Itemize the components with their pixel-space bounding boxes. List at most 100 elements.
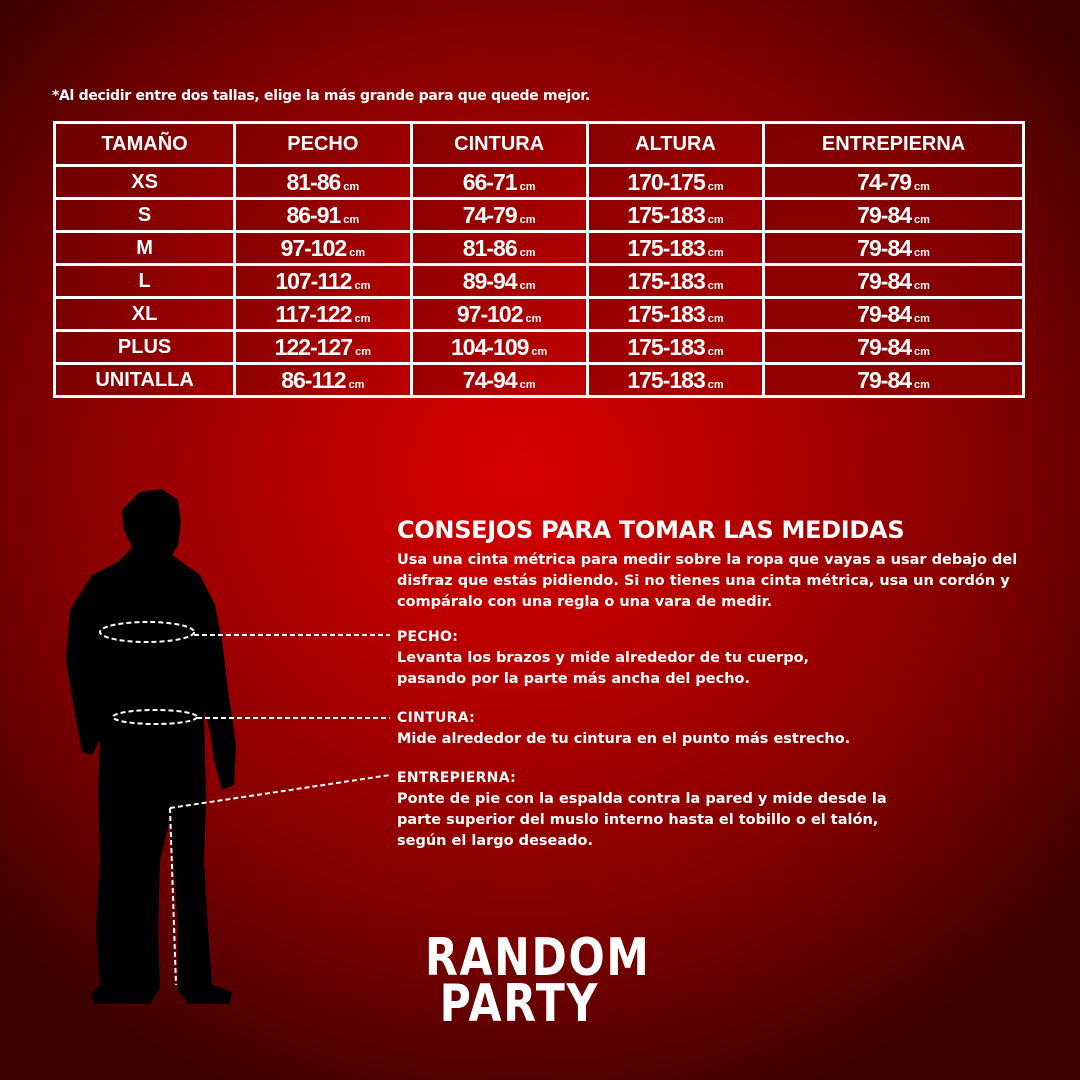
measure-cell: 89-94 cm <box>409 263 589 299</box>
measure-cell: 79-84 cm <box>762 230 1025 266</box>
unit-label: cm <box>354 312 371 325</box>
size-cell: PLUS <box>52 329 237 365</box>
cell-value: 175-183 <box>627 267 705 294</box>
cell-value: S <box>137 203 152 226</box>
cell-value: 74-79 <box>462 201 518 228</box>
measure-cell: 175-183 cm <box>585 329 766 365</box>
size-advice-note: *Al decidir entre dos tallas, elige la m… <box>52 88 590 104</box>
random-party-logo: RANDOM PARTY <box>425 932 649 1034</box>
table-row: XS 81-86 cm 66-71 cm 170-175 cm 74-79 cm <box>52 164 1025 200</box>
cell-value: M <box>136 236 153 259</box>
unit-label: cm <box>519 378 536 391</box>
tips-title: CONSEJOS PARA TOMAR LAS MEDIDAS <box>397 516 905 544</box>
unit-label: cm <box>707 180 724 193</box>
logo-line-2: PARTY <box>439 974 600 1034</box>
cell-value: L <box>138 269 151 292</box>
size-cell: L <box>52 263 237 299</box>
measure-cell: 81-86 cm <box>409 230 589 266</box>
size-cell: XS <box>52 164 237 200</box>
tips-intro: Usa una cinta métrica para medir sobre l… <box>397 552 1018 610</box>
measure-cell: 79-84 cm <box>762 296 1025 332</box>
unit-label: cm <box>355 345 371 358</box>
cell-value: PLUS <box>117 335 172 358</box>
unit-label: cm <box>707 378 724 391</box>
table-row: L 107-112 cm 89-94 cm 175-183 cm 79-84 cm <box>52 263 1025 299</box>
unit-label: cm <box>914 279 930 292</box>
cell-value: 81-86 <box>286 168 341 195</box>
measure-cell: 104-109 cm <box>409 329 589 365</box>
measure-cell: 74-79 cm <box>762 164 1025 200</box>
measure-cell: 175-183 cm <box>585 296 766 332</box>
size-cell: XL <box>52 296 237 332</box>
chest-measure-icon <box>99 621 195 643</box>
measure-cell: 74-94 cm <box>409 362 589 398</box>
unit-label: cm <box>531 345 548 358</box>
cell-value: 104-109 <box>451 333 529 360</box>
unit-label: cm <box>707 345 724 358</box>
cell-value: XS <box>131 170 158 193</box>
cell-value: 79-84 <box>857 300 912 327</box>
header-size: TAMAÑO <box>52 121 237 167</box>
cell-value: 175-183 <box>627 300 705 327</box>
measure-cell: 175-183 cm <box>585 263 766 299</box>
header-height: ALTURA <box>585 121 766 167</box>
cell-value: 81-86 <box>462 234 518 261</box>
unit-label: cm <box>707 312 724 325</box>
inseam-measure-icon <box>169 807 177 986</box>
table-row: PLUS 122-127 cm 104-109 cm 175-183 cm 79-84 cm <box>52 329 1025 365</box>
cell-value: 74-79 <box>857 168 912 195</box>
measure-cell: 66-71 cm <box>409 164 589 200</box>
unit-label: cm <box>354 279 371 292</box>
cell-value: UNITALLA <box>95 368 194 391</box>
table-row: UNITALLA 86-112 cm 74-94 cm 175-183 cm 79-84 cm <box>52 362 1025 398</box>
tip-inseam: ENTREPIERNA: Ponte de pie con la espalda… <box>397 768 922 852</box>
measure-cell: 122-127 cm <box>233 329 413 365</box>
header-inseam: ENTREPIERNA <box>762 121 1025 167</box>
measure-cell: 86-112 cm <box>233 362 413 398</box>
tip-inseam-text: Ponte de pie con la espalda contra la pa… <box>397 791 887 849</box>
cell-value: 74-94 <box>462 366 518 393</box>
cell-value: XL <box>131 302 158 325</box>
table-row: XL 117-122 cm 97-102 cm 175-183 cm 79-84 cm <box>52 296 1025 332</box>
cell-value: 79-84 <box>857 201 912 228</box>
tip-inseam-label: ENTREPIERNA: <box>397 770 516 786</box>
cell-value: 79-84 <box>857 234 912 261</box>
cell-value: 107-112 <box>275 267 352 294</box>
table-row: S 86-91 cm 74-79 cm 175-183 cm 79-84 cm <box>52 197 1025 233</box>
cell-value: 175-183 <box>627 234 705 261</box>
measure-cell: 74-79 cm <box>409 197 589 233</box>
cell-value: 86-91 <box>286 201 341 228</box>
cell-value: 175-183 <box>627 201 705 228</box>
cell-value: 79-84 <box>857 366 912 393</box>
unit-label: cm <box>707 213 724 226</box>
unit-label: cm <box>914 378 930 391</box>
measuring-tips: CONSEJOS PARA TOMAR LAS MEDIDAS Usa una … <box>397 516 1037 613</box>
tip-waist-label: CINTURA: <box>397 710 475 726</box>
measure-cell: 97-102 cm <box>409 296 589 332</box>
silhouette <box>66 489 236 1004</box>
human-silhouette-figure <box>66 489 391 1004</box>
unit-label: cm <box>914 180 930 193</box>
cell-value: 122-127 <box>274 333 353 360</box>
size-cell: S <box>52 197 237 233</box>
measure-cell: 79-84 cm <box>762 329 1025 365</box>
cell-value: 79-84 <box>857 267 912 294</box>
table-header-row: TAMAÑO PECHO CINTURA ALTURA ENTREPIERNA <box>52 121 1025 167</box>
measure-cell: 175-183 cm <box>585 197 766 233</box>
unit-label: cm <box>519 213 536 226</box>
unit-label: cm <box>914 213 930 226</box>
cell-value: 89-94 <box>462 267 518 294</box>
unit-label: cm <box>519 279 536 292</box>
header-waist: CINTURA <box>409 121 589 167</box>
measure-cell: 97-102 cm <box>233 230 413 266</box>
unit-label: cm <box>525 312 542 325</box>
unit-label: cm <box>348 378 365 391</box>
measure-cell: 170-175 cm <box>585 164 766 200</box>
measure-cell: 81-86 cm <box>233 164 413 200</box>
cell-value: 97-102 <box>456 300 524 327</box>
cell-value: 86-112 <box>281 366 346 393</box>
unit-label: cm <box>343 213 360 226</box>
unit-label: cm <box>914 345 930 358</box>
unit-label: cm <box>914 246 930 259</box>
unit-label: cm <box>707 279 724 292</box>
